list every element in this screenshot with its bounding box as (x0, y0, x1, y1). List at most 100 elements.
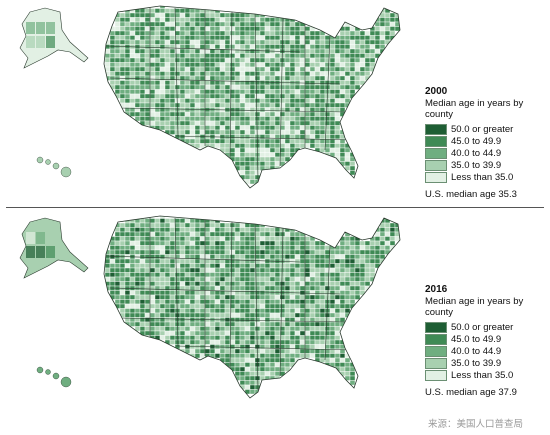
county-cell (159, 8, 166, 14)
county-cell (224, 254, 231, 260)
legend-title: Median age in years by county (425, 296, 524, 318)
county-cell (109, 62, 116, 68)
county-cell (279, 143, 286, 149)
county-cell (164, 21, 171, 27)
county-cell (144, 12, 151, 18)
county-cell (194, 62, 201, 68)
county-cell (314, 84, 321, 90)
county-cell (204, 285, 211, 291)
legend-classes: 50.0 or greater 45.0 to 49.9 40.0 to 44.… (425, 123, 535, 183)
county-cell (319, 303, 326, 309)
county-cell (314, 138, 321, 144)
county-cell (269, 267, 276, 273)
county-cell (149, 30, 156, 36)
county-cell (279, 317, 286, 323)
county-cell (259, 71, 266, 77)
county-cell (284, 53, 291, 59)
county-cell (139, 326, 146, 332)
county-cell (259, 57, 266, 63)
county-cell (189, 66, 196, 72)
county-cell (114, 240, 121, 246)
county-cell (294, 294, 301, 300)
county-cell (284, 299, 291, 305)
county-cell (264, 161, 271, 167)
county-cell (304, 326, 311, 332)
county-cell (249, 174, 256, 180)
county-cell (204, 12, 211, 18)
county-cell (274, 75, 281, 81)
county-cell (299, 93, 306, 99)
county-cell (334, 303, 341, 309)
county-cell (364, 53, 371, 59)
county-cell (239, 98, 246, 104)
county-cell (154, 326, 161, 332)
county-cell (114, 276, 121, 282)
county-cell (309, 48, 316, 54)
county-cell (269, 120, 276, 126)
county-cell (344, 357, 351, 363)
county-cell (319, 312, 326, 318)
county-cell (194, 330, 201, 336)
county-cell (119, 80, 126, 86)
county-cell (149, 218, 156, 224)
county-cell (269, 308, 276, 314)
county-cell (174, 62, 181, 68)
county-cell (149, 71, 156, 77)
county-cell (179, 308, 186, 314)
county-cell (169, 53, 176, 59)
county-cell (344, 254, 351, 260)
county-cell (169, 120, 176, 126)
county-cell (319, 147, 326, 153)
county-cell (284, 129, 291, 135)
county-cell (224, 57, 231, 63)
county-cell (299, 89, 306, 95)
county-cell (234, 312, 241, 318)
county-cell (189, 21, 196, 27)
county-cell (294, 326, 301, 332)
county-cell (159, 116, 166, 122)
county-cell (144, 245, 151, 251)
county-cell (129, 312, 136, 318)
county-cell (199, 285, 206, 291)
county-cell (374, 48, 381, 54)
county-cell (184, 227, 191, 233)
county-cell (319, 48, 326, 54)
county-cell (339, 48, 346, 54)
county-cell (349, 285, 356, 291)
county-cell (289, 30, 296, 36)
county-cell (334, 75, 341, 81)
county-cell (134, 75, 141, 81)
county-cell (234, 285, 241, 291)
county-cell (219, 308, 226, 314)
county-cell (344, 84, 351, 90)
county-cell (149, 53, 156, 59)
county-cell (164, 254, 171, 260)
county-cell (259, 339, 266, 345)
county-cell (344, 240, 351, 246)
county-cell (259, 152, 266, 158)
county-cell (194, 321, 201, 327)
county-cell (329, 312, 336, 318)
county-cell (114, 236, 121, 242)
county-cell (209, 321, 216, 327)
county-cell (269, 272, 276, 278)
county-cell (349, 75, 356, 81)
county-cell (204, 254, 211, 260)
county-cell (289, 303, 296, 309)
county-cell (199, 138, 206, 144)
county-cell (164, 240, 171, 246)
county-cell (139, 26, 146, 32)
county-cell (344, 249, 351, 255)
county-cell (164, 120, 171, 126)
county-cell (349, 48, 356, 54)
county-cell (244, 290, 251, 296)
county-cell (349, 66, 356, 72)
county-cell (159, 26, 166, 32)
county-cell (339, 152, 346, 158)
county-cell (384, 12, 391, 18)
county-cell (269, 147, 276, 153)
county-cell (129, 80, 136, 86)
county-cell (234, 53, 241, 59)
county-cell (264, 84, 271, 90)
county-cell (149, 62, 156, 68)
